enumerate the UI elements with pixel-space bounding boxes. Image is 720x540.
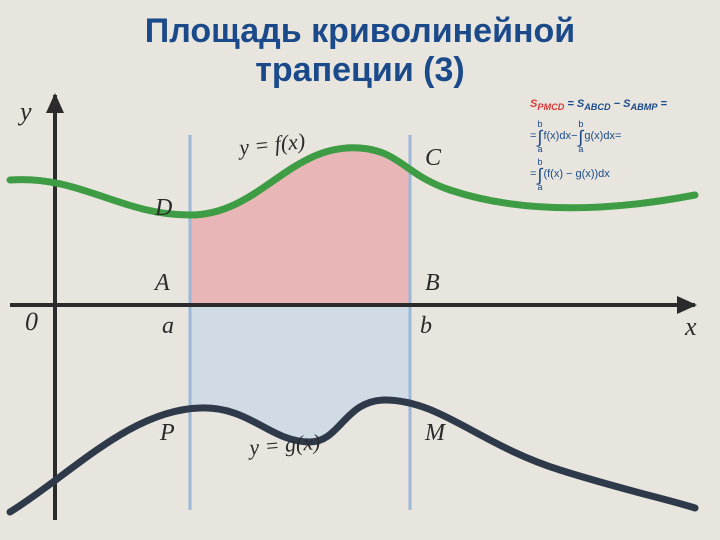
point-M: M	[424, 420, 447, 446]
label-x: x	[684, 312, 697, 341]
point-P: P	[159, 420, 175, 446]
label-y: y	[17, 97, 32, 126]
label-a: a	[162, 313, 174, 339]
curve-g	[10, 400, 695, 512]
point-C: C	[425, 145, 442, 171]
formulas-block: SPMCD = SABCD − SABMP = = b∫af(x)dx − b∫…	[530, 95, 710, 196]
label-b: b	[420, 313, 432, 339]
label-origin: 0	[25, 307, 38, 336]
region-lower	[10, 305, 695, 540]
point-D: D	[154, 195, 172, 221]
formula-eq2: = b∫af(x)dx − b∫ag(x)dx =	[530, 120, 710, 154]
formula-eq3: = b∫a(f(x) − g(x))dx	[530, 158, 710, 192]
y-axis-arrow	[46, 93, 64, 113]
formula-eq1: SPMCD = SABCD − SABMP =	[530, 95, 710, 116]
label-gx: y = g(x)	[246, 429, 321, 460]
label-fx: y = f(x)	[236, 128, 306, 160]
point-A: A	[153, 270, 170, 296]
diagram-canvas: y x 0 a b y = f(x) y = g(x) D C A B P M	[0, 0, 720, 540]
point-B: B	[425, 270, 440, 296]
